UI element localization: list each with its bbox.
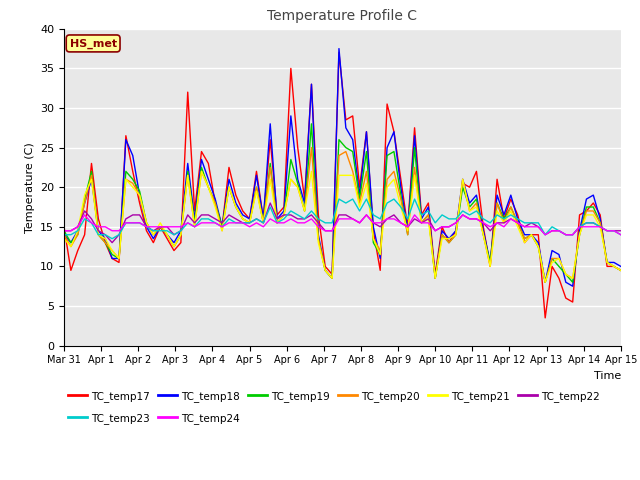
- TC_temp19: [211, 200, 219, 206]
- Y-axis label: Temperature (C): Temperature (C): [24, 142, 35, 233]
- TC_temp23: [108, 236, 116, 241]
- Line: TC_temp22: TC_temp22: [64, 203, 621, 243]
- TC_temp20: [500, 220, 508, 226]
- TC_temp22: [218, 220, 226, 226]
- TC_temp23: [617, 232, 625, 238]
- TC_temp17: [617, 267, 625, 273]
- TC_temp24: [514, 220, 522, 226]
- TC_temp22: [60, 228, 68, 234]
- TC_temp22: [198, 212, 205, 218]
- TC_temp24: [500, 224, 508, 230]
- TC_temp19: [308, 121, 316, 127]
- TC_temp18: [191, 216, 198, 222]
- TC_temp24: [541, 232, 549, 238]
- TC_temp20: [191, 224, 198, 230]
- TC_temp22: [521, 224, 529, 230]
- TC_temp20: [617, 267, 625, 273]
- TC_temp21: [218, 228, 226, 234]
- TC_temp23: [328, 220, 336, 226]
- TC_temp22: [225, 212, 233, 218]
- TC_temp18: [500, 212, 508, 218]
- TC_temp24: [328, 228, 336, 234]
- TC_temp19: [500, 216, 508, 222]
- TC_temp19: [514, 220, 522, 226]
- TC_temp23: [218, 224, 226, 230]
- Line: TC_temp21: TC_temp21: [64, 171, 621, 282]
- TC_temp20: [60, 232, 68, 238]
- TC_temp18: [617, 264, 625, 269]
- TC_temp17: [541, 315, 549, 321]
- TC_temp19: [218, 224, 226, 230]
- TC_temp18: [569, 283, 577, 289]
- TC_temp20: [211, 200, 219, 206]
- Line: TC_temp19: TC_temp19: [64, 124, 621, 282]
- TC_temp22: [617, 228, 625, 234]
- TC_temp23: [507, 212, 515, 218]
- TC_temp21: [198, 168, 205, 174]
- TC_temp18: [211, 196, 219, 202]
- Line: TC_temp17: TC_temp17: [64, 53, 621, 318]
- Legend: TC_temp23, TC_temp24: TC_temp23, TC_temp24: [64, 409, 244, 428]
- TC_temp24: [225, 220, 233, 226]
- TC_temp22: [335, 212, 343, 218]
- TC_temp21: [541, 279, 549, 285]
- TC_temp22: [507, 216, 515, 222]
- TC_temp17: [335, 50, 343, 56]
- TC_temp17: [321, 264, 329, 269]
- TC_temp20: [328, 276, 336, 281]
- TC_temp23: [198, 216, 205, 222]
- TC_temp21: [500, 220, 508, 226]
- TC_temp20: [308, 145, 316, 151]
- TC_temp19: [328, 276, 336, 281]
- Line: TC_temp24: TC_temp24: [64, 215, 621, 235]
- TC_temp20: [218, 228, 226, 234]
- TC_temp24: [218, 224, 226, 230]
- TC_temp19: [541, 279, 549, 285]
- Line: TC_temp20: TC_temp20: [64, 148, 621, 282]
- TC_temp17: [60, 224, 68, 230]
- TC_temp21: [60, 236, 68, 241]
- TC_temp22: [108, 240, 116, 246]
- TC_temp21: [617, 267, 625, 273]
- TC_temp24: [198, 220, 205, 226]
- TC_temp21: [225, 184, 233, 190]
- TC_temp18: [514, 216, 522, 222]
- TC_temp23: [521, 220, 529, 226]
- TC_temp18: [60, 232, 68, 238]
- TC_temp23: [225, 216, 233, 222]
- Text: HS_met: HS_met: [70, 38, 116, 48]
- TC_temp19: [617, 267, 625, 273]
- TC_temp20: [514, 220, 522, 226]
- TC_temp23: [60, 232, 68, 238]
- TC_temp24: [617, 232, 625, 238]
- Title: Temperature Profile C: Temperature Profile C: [268, 10, 417, 24]
- TC_temp21: [191, 224, 198, 230]
- TC_temp17: [500, 216, 508, 222]
- TC_temp19: [191, 220, 198, 226]
- TC_temp17: [211, 200, 219, 206]
- TC_temp22: [266, 200, 274, 206]
- Line: TC_temp18: TC_temp18: [64, 48, 621, 286]
- TC_temp21: [328, 276, 336, 281]
- TC_temp21: [514, 224, 522, 230]
- Line: TC_temp23: TC_temp23: [64, 199, 621, 239]
- TC_temp17: [514, 212, 522, 218]
- TC_temp19: [60, 228, 68, 234]
- X-axis label: Time: Time: [593, 371, 621, 381]
- TC_temp24: [60, 228, 68, 234]
- TC_temp23: [335, 196, 343, 202]
- TC_temp18: [321, 267, 329, 273]
- TC_temp20: [541, 279, 549, 285]
- TC_temp18: [218, 224, 226, 230]
- TC_temp18: [335, 46, 343, 51]
- TC_temp24: [81, 212, 88, 218]
- TC_temp17: [191, 208, 198, 214]
- TC_temp17: [218, 224, 226, 230]
